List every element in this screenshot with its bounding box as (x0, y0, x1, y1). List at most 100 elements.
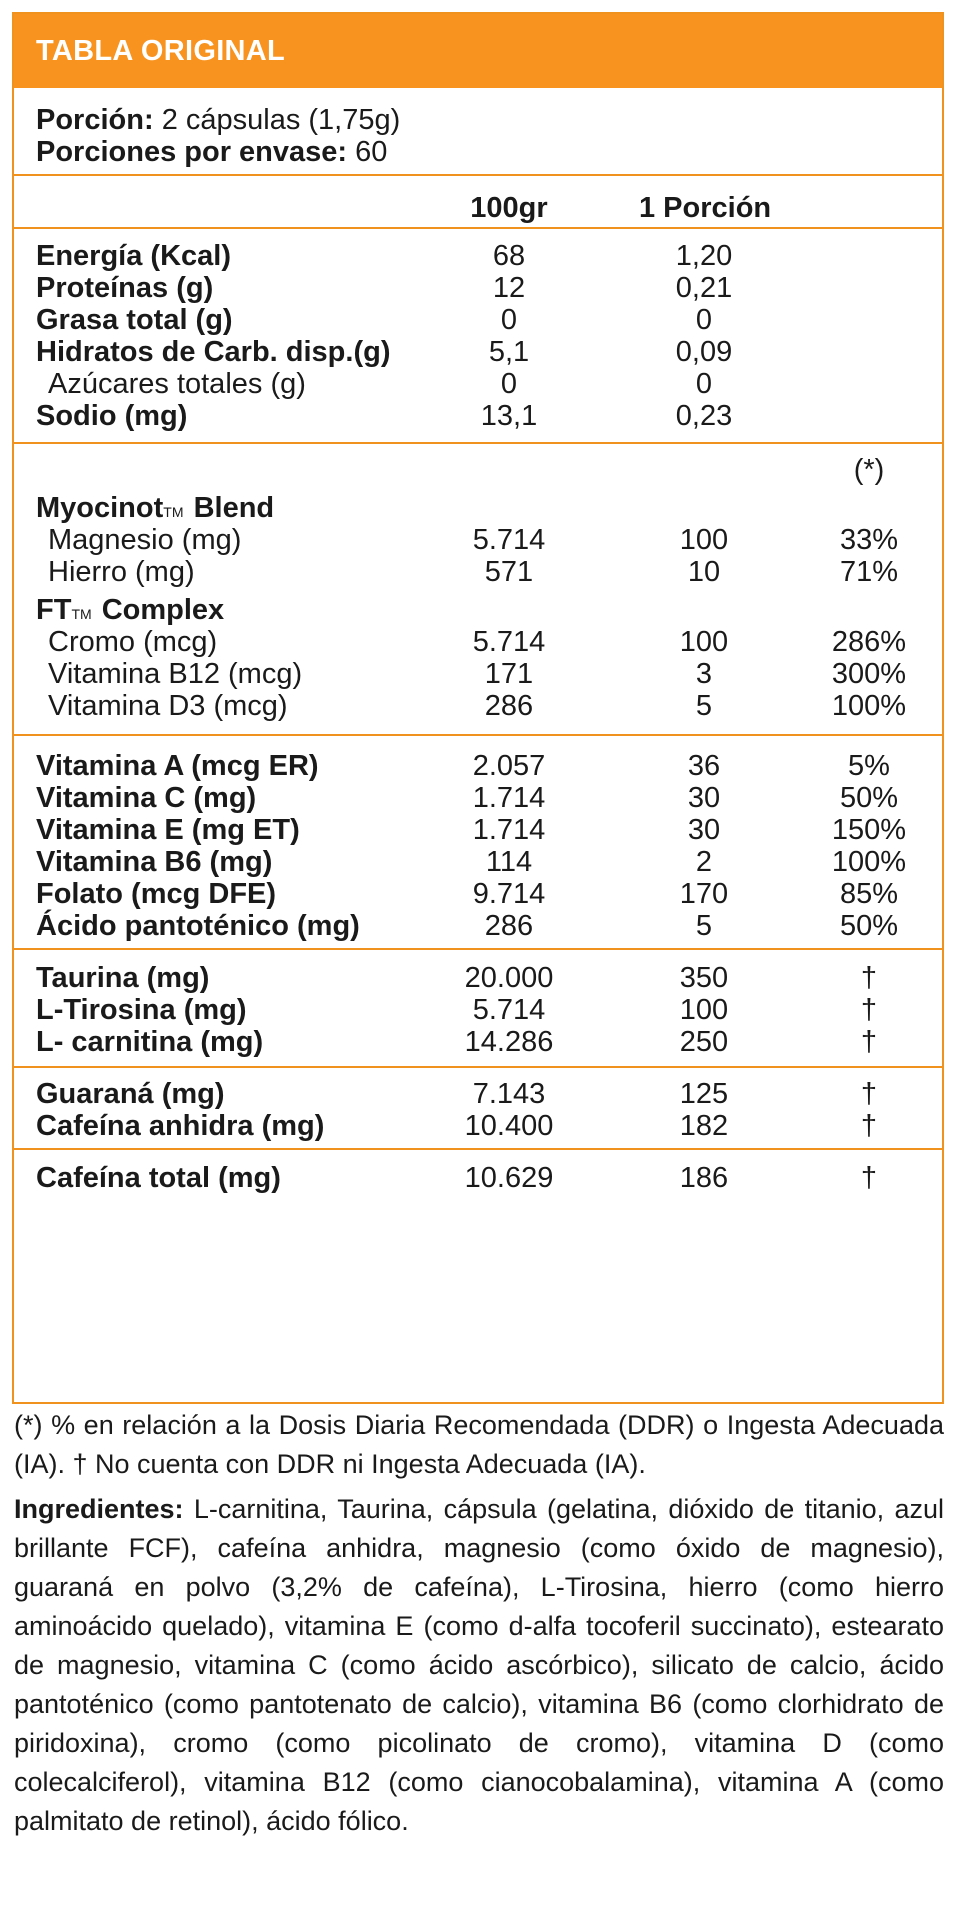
row-label: Vitamina A (mcg ER) (36, 750, 319, 782)
per-container-line: Porciones por envase: 60 (36, 136, 388, 168)
row-value-100gr: 10.400 (464, 1110, 554, 1142)
row-value-ddr: † (860, 1078, 878, 1110)
row-value-ddr: 286% (831, 626, 907, 658)
row-value-100gr: 1.714 (472, 814, 546, 846)
row-value-portion: 100 (679, 626, 729, 658)
row-value-portion: 182 (679, 1110, 729, 1142)
row-value-ddr: 71% (839, 556, 899, 588)
nutrition-table: TABLA ORIGINAL Porción: 2 cápsulas (1,75… (12, 12, 944, 1404)
row-value-portion: 3 (695, 658, 713, 690)
column-header-100gr: 100gr (470, 192, 548, 224)
row-value-portion: 350 (679, 962, 729, 994)
row-value-ddr: † (860, 994, 878, 1026)
blend-title-ft: FTTM Complex (36, 594, 225, 626)
row-label: Vitamina C (mg) (36, 782, 257, 814)
row-value-portion: 170 (679, 878, 729, 910)
ingredients-paragraph: Ingredientes: L-carnitina, Taurina, cáps… (14, 1490, 944, 1841)
divider (14, 227, 942, 229)
row-value-ddr: 5% (848, 750, 890, 782)
row-label: Vitamina B6 (mg) (36, 846, 273, 878)
row-value-portion: 0 (695, 304, 713, 336)
row-value-portion: 5 (695, 910, 713, 942)
blend-title-myocinot: MyocinotTM Blend (36, 492, 275, 524)
row-value-portion: 250 (679, 1026, 729, 1058)
row-label: Guaraná (mg) (36, 1078, 225, 1110)
row-label: Cafeína total (mg) (36, 1162, 281, 1194)
divider (14, 734, 942, 736)
row-value-ddr: † (860, 962, 878, 994)
row-value-100gr: 114 (485, 846, 533, 878)
footnote: (*) % en relación a la Dosis Diaria Reco… (14, 1410, 944, 1479)
row-value-portion: 5 (695, 690, 713, 722)
row-label: Vitamina D3 (mcg) (48, 690, 288, 722)
row-value-100gr: 12 (492, 272, 526, 304)
row-value-100gr: 5.714 (472, 994, 546, 1026)
row-value-portion: 125 (679, 1078, 729, 1110)
row-label: Hierro (mg) (48, 556, 195, 588)
row-value-100gr: 10.629 (464, 1162, 554, 1194)
row-value-portion: 0 (695, 368, 713, 400)
column-header-portion: 1 Porción (639, 192, 772, 224)
row-value-100gr: 68 (492, 240, 526, 272)
row-value-ddr: † (860, 1026, 878, 1058)
divider (14, 442, 942, 444)
row-label: Ácido pantoténico (mg) (36, 910, 360, 942)
row-value-100gr: 571 (484, 556, 534, 588)
row-value-portion: 100 (679, 524, 729, 556)
row-label: Grasa total (g) (36, 304, 233, 336)
row-value-portion: 186 (679, 1162, 729, 1194)
row-label: Sodio (mg) (36, 400, 188, 432)
row-value-ddr: 50% (839, 910, 899, 942)
row-value-ddr: 100% (831, 846, 907, 878)
row-value-100gr: 13,1 (480, 400, 538, 432)
row-value-ddr: 300% (831, 658, 907, 690)
row-label: Hidratos de Carb. disp.(g) (36, 336, 391, 368)
row-value-100gr: 1.714 (472, 782, 546, 814)
row-value-ddr: † (860, 1162, 878, 1194)
ingredients-text: L-carnitina, Taurina, cápsula (gelatina,… (14, 1494, 944, 1836)
row-label: Cromo (mcg) (48, 626, 218, 658)
row-value-100gr: 9.714 (472, 878, 546, 910)
row-label: Proteínas (g) (36, 272, 214, 304)
row-value-ddr: 150% (831, 814, 907, 846)
row-value-ddr: 33% (839, 524, 899, 556)
row-value-100gr: 5.714 (472, 626, 546, 658)
row-value-100gr: 0 (500, 304, 518, 336)
row-value-portion: 2 (695, 846, 713, 878)
row-label: Vitamina E (mg ET) (36, 814, 300, 846)
divider (14, 1066, 942, 1068)
row-label: Taurina (mg) (36, 962, 210, 994)
row-value-ddr: † (860, 1110, 878, 1142)
row-label: L-Tirosina (mg) (36, 994, 247, 1026)
row-value-100gr: 5,1 (488, 336, 530, 368)
row-value-ddr: 85% (839, 878, 899, 910)
row-value-ddr: 50% (839, 782, 899, 814)
row-value-portion: 30 (687, 782, 721, 814)
row-label: Azúcares totales (g) (48, 368, 306, 400)
row-value-100gr: 2.057 (472, 750, 546, 782)
row-value-100gr: 286 (484, 910, 534, 942)
ingredients-label: Ingredientes: (14, 1494, 184, 1524)
row-value-portion: 0,23 (675, 400, 733, 432)
row-label: Energía (Kcal) (36, 240, 231, 272)
row-label: L- carnitina (mg) (36, 1026, 264, 1058)
row-value-portion: 10 (687, 556, 721, 588)
row-label: Magnesio (mg) (48, 524, 242, 556)
column-header-ddr: (*) (853, 454, 885, 486)
row-value-portion: 1,20 (675, 240, 733, 272)
row-value-ddr: 100% (831, 690, 907, 722)
row-value-100gr: 0 (500, 368, 518, 400)
divider (14, 1148, 942, 1150)
row-value-100gr: 171 (484, 658, 534, 690)
row-value-100gr: 286 (484, 690, 534, 722)
portion-line: Porción: 2 cápsulas (1,75g) (36, 104, 401, 136)
row-value-100gr: 20.000 (464, 962, 554, 994)
row-value-portion: 36 (687, 750, 721, 782)
row-value-100gr: 14.286 (464, 1026, 554, 1058)
row-value-portion: 0,09 (675, 336, 733, 368)
table-title: TABLA ORIGINAL (14, 14, 942, 88)
row-label: Cafeína anhidra (mg) (36, 1110, 325, 1142)
row-value-portion: 100 (679, 994, 729, 1026)
row-label: Folato (mcg DFE) (36, 878, 277, 910)
row-value-portion: 0,21 (675, 272, 733, 304)
